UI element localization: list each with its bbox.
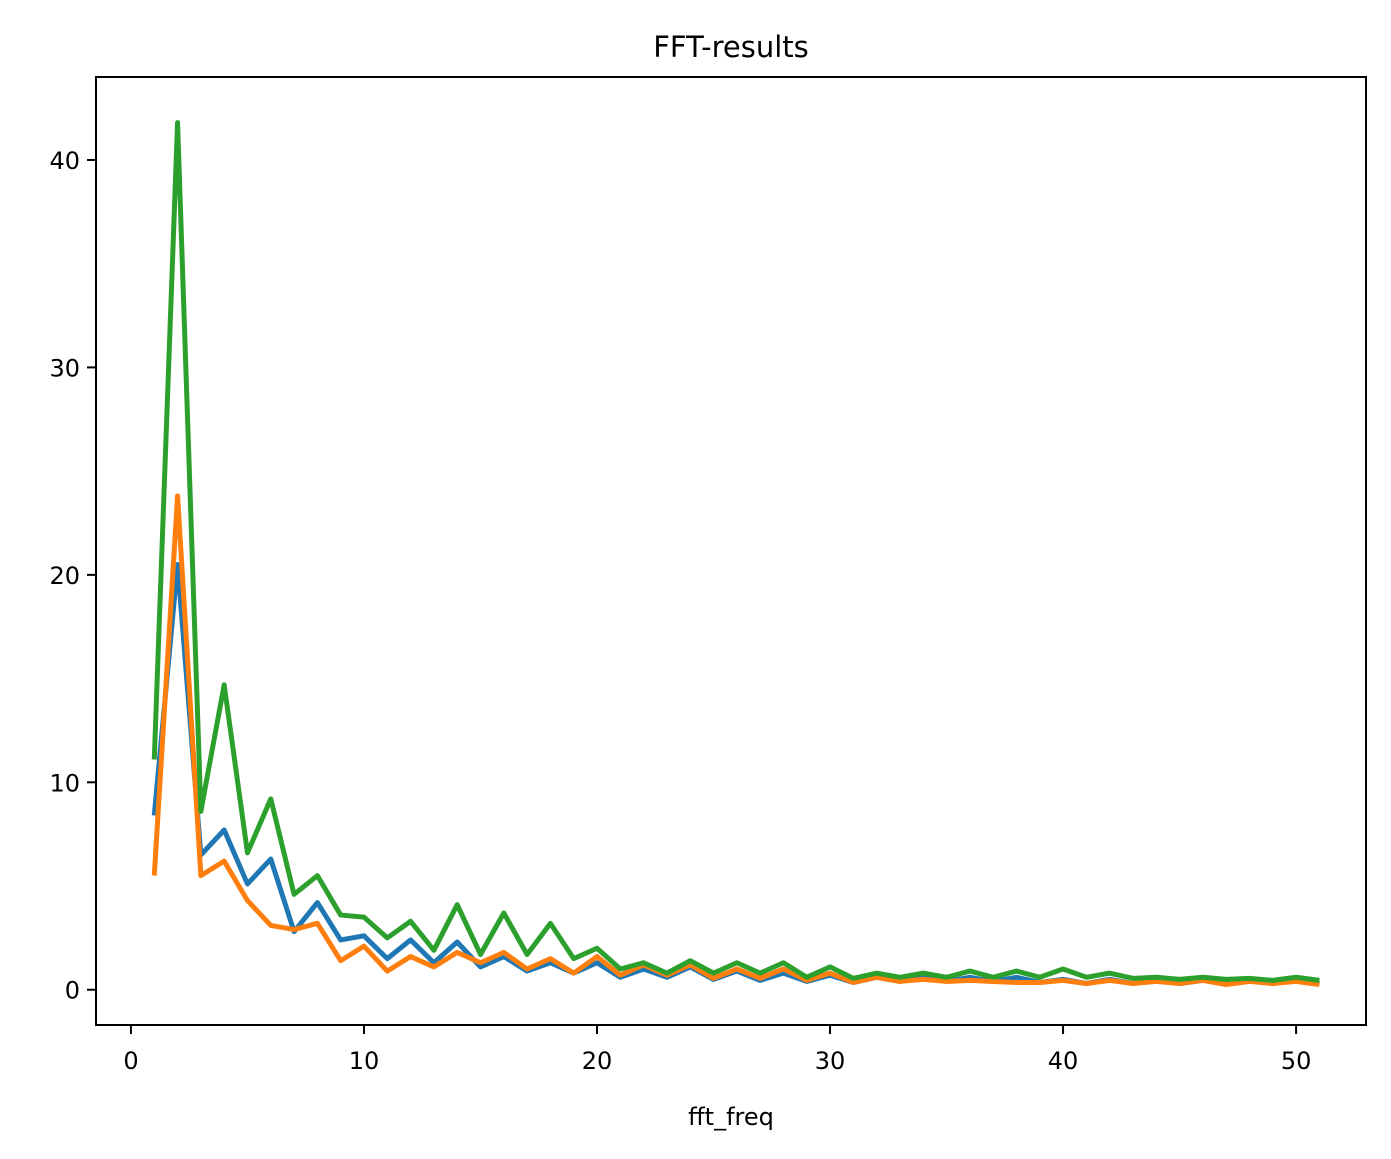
x-tick-label: 20	[582, 1047, 613, 1075]
y-tick-label: 10	[49, 769, 80, 797]
series-layer	[151, 120, 1320, 988]
y-tick-label: 20	[49, 562, 80, 590]
series-line-3	[151, 120, 1320, 983]
x-tick-label: 10	[349, 1047, 380, 1075]
y-tick-label: 0	[65, 977, 80, 1005]
series-line-2	[151, 493, 1320, 988]
chart-title: FFT-results	[653, 30, 809, 64]
y-tick-label: 40	[49, 147, 80, 175]
x-axis-ticks: 0 10 20 30 40 50	[123, 1025, 1311, 1075]
y-axis-ticks: 0 10 20 30 40	[49, 147, 96, 1005]
x-axis-label: fft_freq	[688, 1103, 774, 1131]
plot-frame	[95, 76, 1367, 1026]
x-tick-label: 40	[1048, 1047, 1079, 1075]
x-tick-label: 0	[123, 1047, 138, 1075]
x-tick-label: 30	[815, 1047, 846, 1075]
y-tick-label: 30	[49, 354, 80, 382]
x-tick-label: 50	[1281, 1047, 1312, 1075]
